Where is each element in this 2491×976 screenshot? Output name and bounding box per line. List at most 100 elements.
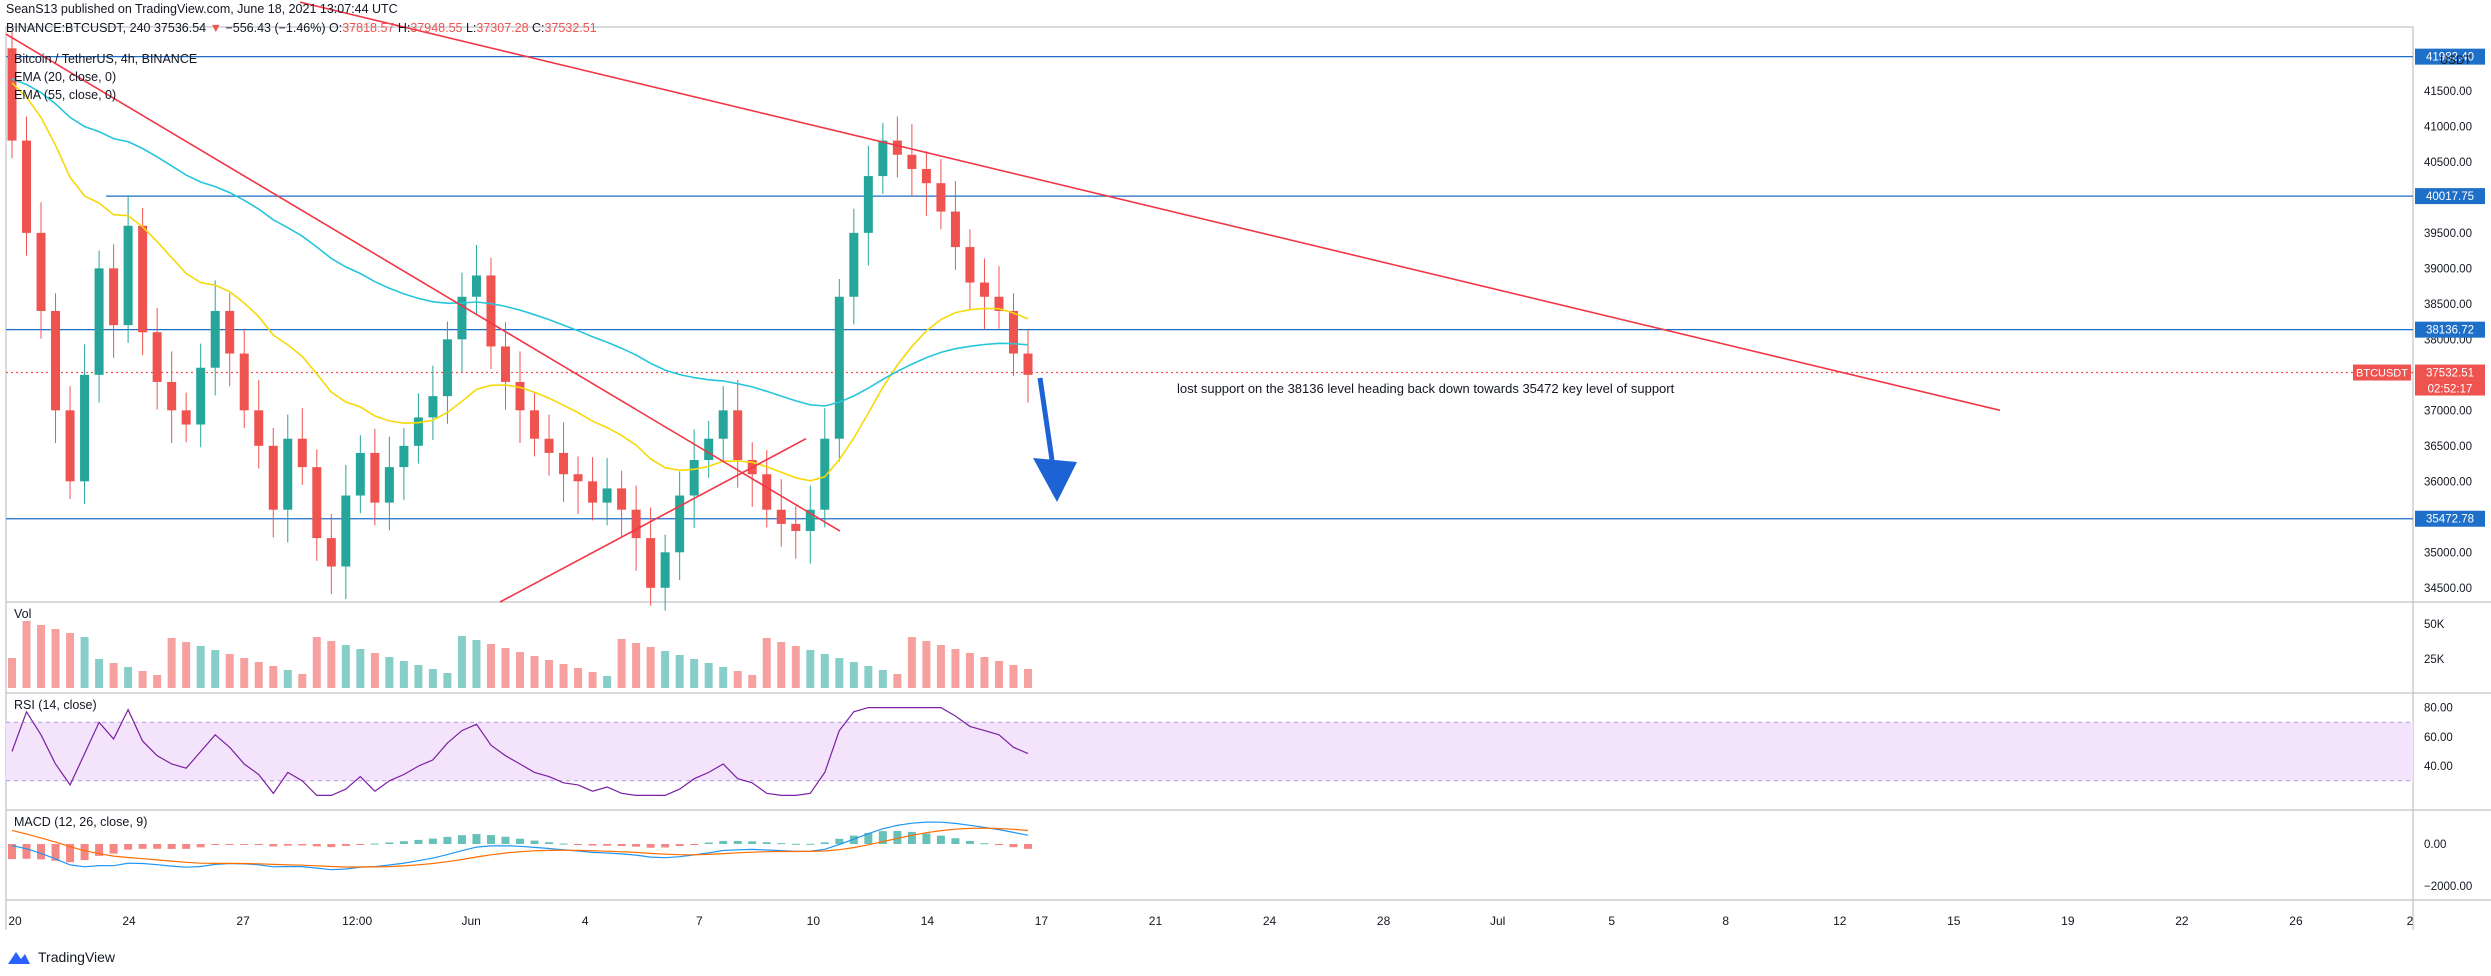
volume-bar-5: [80, 637, 89, 688]
macd-hist-33: [486, 835, 495, 844]
horizontal-levels: [6, 56, 2413, 520]
price-tag-2: 38136.72: [2426, 325, 2474, 337]
ema55-line: [11, 78, 1029, 407]
legend-ema55[interactable]: EMA (55, close, 0): [14, 88, 117, 102]
macd-hist-3: [51, 844, 60, 861]
annotation-text[interactable]: lost support on the 38136 level heading …: [1177, 381, 1675, 396]
series-legend-title[interactable]: Bitcoin / TetherUS, 4h, BINANCE: [14, 52, 198, 66]
volume-bar-23: [341, 645, 350, 688]
ema-lines: [11, 78, 1029, 482]
volume-bar-28: [414, 665, 423, 688]
volume-bar-69: [1009, 665, 1018, 688]
volume-bar-17: [254, 662, 263, 688]
legend-rsi[interactable]: RSI (14, close): [14, 698, 97, 712]
time-tick-6: 7: [696, 914, 703, 928]
close-value: 37532.51: [544, 21, 597, 35]
macd-hist-35: [516, 838, 524, 844]
price-tag-3: 35472.78: [2426, 514, 2474, 526]
macd-hist-27: [399, 841, 408, 844]
macd-tick-0: 0.00: [2424, 839, 2446, 851]
candle-body-2: [36, 232, 46, 311]
candle-body-57: [834, 296, 844, 439]
time-tick-14: 5: [1608, 914, 1615, 928]
price-change: −556.43 (−1.46%): [225, 21, 326, 35]
macd-hist-63: [922, 833, 931, 844]
brand-name: TradingView: [38, 949, 116, 965]
footer-branding[interactable]: TradingView: [6, 948, 115, 966]
candle-body-3: [51, 310, 61, 411]
candle-body-5: [80, 374, 90, 482]
volume-bar-49: [719, 667, 728, 688]
candle-body-27: [399, 445, 409, 468]
time-tick-13: Jul: [1490, 914, 1505, 928]
price-tag-bg-4: [2415, 364, 2485, 381]
volume-bar-12: [182, 642, 191, 688]
symbol-label[interactable]: BINANCE:BTCUSDT, 240: [6, 21, 151, 35]
volume-bar-2: [37, 625, 46, 688]
volume-bar-56: [820, 654, 829, 688]
time-tick-5: 4: [582, 914, 589, 928]
symbol-ohlc-line: BINANCE:BTCUSDT, 240 37536.54 ▼ −556.43 …: [6, 21, 597, 35]
volume-bar-47: [690, 659, 699, 688]
price-tick-6: 39000.00: [2424, 263, 2472, 275]
last-price: 37536.54: [153, 21, 207, 35]
trendline-long: [299, 1, 2001, 412]
high-value: 37948.55: [410, 21, 463, 35]
macd-hist-21: [312, 844, 321, 847]
candle-body-14: [210, 310, 220, 368]
candle-body-40: [588, 481, 598, 503]
candle-body-49: [718, 410, 728, 439]
volume-bars: 50K 25K: [8, 619, 2445, 688]
candle-body-22: [326, 538, 336, 567]
price-tick-15: 34500.00: [2424, 583, 2472, 595]
volume-bar-0: [8, 658, 16, 688]
time-tick-8: 14: [921, 914, 935, 928]
main-pane-frame: [5, 26, 2414, 603]
low-label: L:: [465, 21, 477, 35]
candle-body-29: [428, 396, 438, 418]
candle-body-9: [138, 225, 148, 333]
macd-hist-12: [182, 844, 191, 849]
legend-macd[interactable]: MACD (12, 26, close, 9): [14, 815, 148, 829]
candle-body-11: [167, 381, 177, 411]
volume-bar-19: [283, 670, 292, 688]
legend-volume[interactable]: Vol: [14, 607, 32, 621]
candle-body-36: [530, 410, 540, 439]
time-axis: 20 24 27 12:00 Jun 4 7 10 14 17 21 24 28 Jul 5 8 12 15 19 2…: [8, 914, 2413, 928]
macd-hist-37: [545, 842, 554, 844]
candle-body-28: [413, 417, 423, 446]
volume-bar-54: [791, 646, 800, 688]
volume-bar-18: [269, 666, 278, 688]
rsi-tick-1: 60.00: [2424, 732, 2453, 744]
low-value: 37307.28: [476, 21, 529, 35]
candle-body-52: [762, 474, 772, 510]
macd-hist-54: [791, 843, 800, 845]
macd-hist-32: [472, 834, 481, 844]
candle-body-63: [921, 168, 931, 184]
candle-body-61: [892, 140, 902, 155]
price-tick-2: 41000.00: [2424, 121, 2472, 133]
price-tags: 41982.40 40017.75 38136.72 35472.78 37532.51…: [2353, 48, 2485, 527]
time-tick-4: Jun: [462, 914, 481, 928]
macd-hist-24: [356, 844, 365, 845]
candle-body-41: [602, 488, 612, 503]
macd-tick-1: −2000.00: [2424, 881, 2472, 893]
candle-body-38: [559, 452, 569, 475]
price-tick-5: 39500.00: [2424, 228, 2472, 240]
down-arrow-annotation[interactable]: [1033, 377, 1077, 502]
volume-bar-37: [545, 660, 554, 688]
candle-body-68: [994, 296, 1004, 311]
price-tick-3: 40500.00: [2424, 157, 2472, 169]
rsi-tick-0: 80.00: [2424, 703, 2453, 715]
open-value: 37818.57: [342, 21, 395, 35]
macd-hist-55: [806, 843, 815, 845]
candle-body-20: [297, 438, 307, 468]
candle-body-34: [500, 346, 510, 382]
macd-hist-64: [936, 835, 945, 844]
volume-bar-50: [733, 671, 742, 688]
candle-body-65: [950, 211, 960, 248]
candle-body-32: [471, 275, 481, 297]
legend-ema20[interactable]: EMA (20, close, 0): [14, 70, 117, 84]
publisher-line: SeanS13 published on TradingView.com, Ju…: [6, 2, 398, 16]
